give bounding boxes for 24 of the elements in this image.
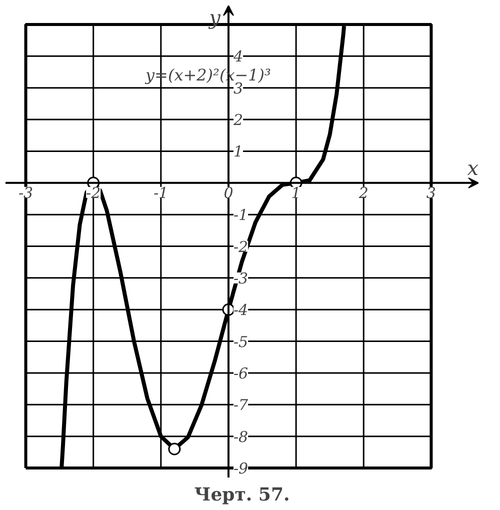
y-tick-label: 3 (233, 79, 244, 98)
y-tick-label: -7 (233, 396, 249, 414)
y-tick-label: 1 (233, 142, 244, 161)
x-tick-label: -1 (154, 184, 168, 202)
x-tick-label: -2 (86, 184, 101, 202)
y-tick-label: -3 (233, 269, 248, 288)
x-axis-title: x (467, 156, 478, 180)
y-tick-label: -8 (233, 428, 248, 446)
y-tick-label: -5 (233, 332, 248, 351)
y-tick-label: -9 (233, 459, 249, 478)
x-tick-label: 1 (291, 184, 301, 202)
x-tick-label: 3 (426, 184, 436, 202)
y-tick-label: -2 (233, 238, 248, 256)
text: Черт. 57. (194, 484, 290, 506)
x-tick-label: 2 (358, 184, 368, 202)
y-tick-label: -4 (233, 301, 248, 320)
y-tick-label: 2 (232, 111, 244, 130)
y-tick-label: -6 (233, 364, 249, 382)
x-tick-label: 0 (224, 184, 234, 202)
y-tick-label: 4 (232, 48, 244, 66)
y-tick-label: -1 (233, 206, 248, 224)
point (168, 442, 181, 456)
y-axis-title: y (208, 6, 222, 30)
x-tick-label: -3 (18, 184, 34, 202)
